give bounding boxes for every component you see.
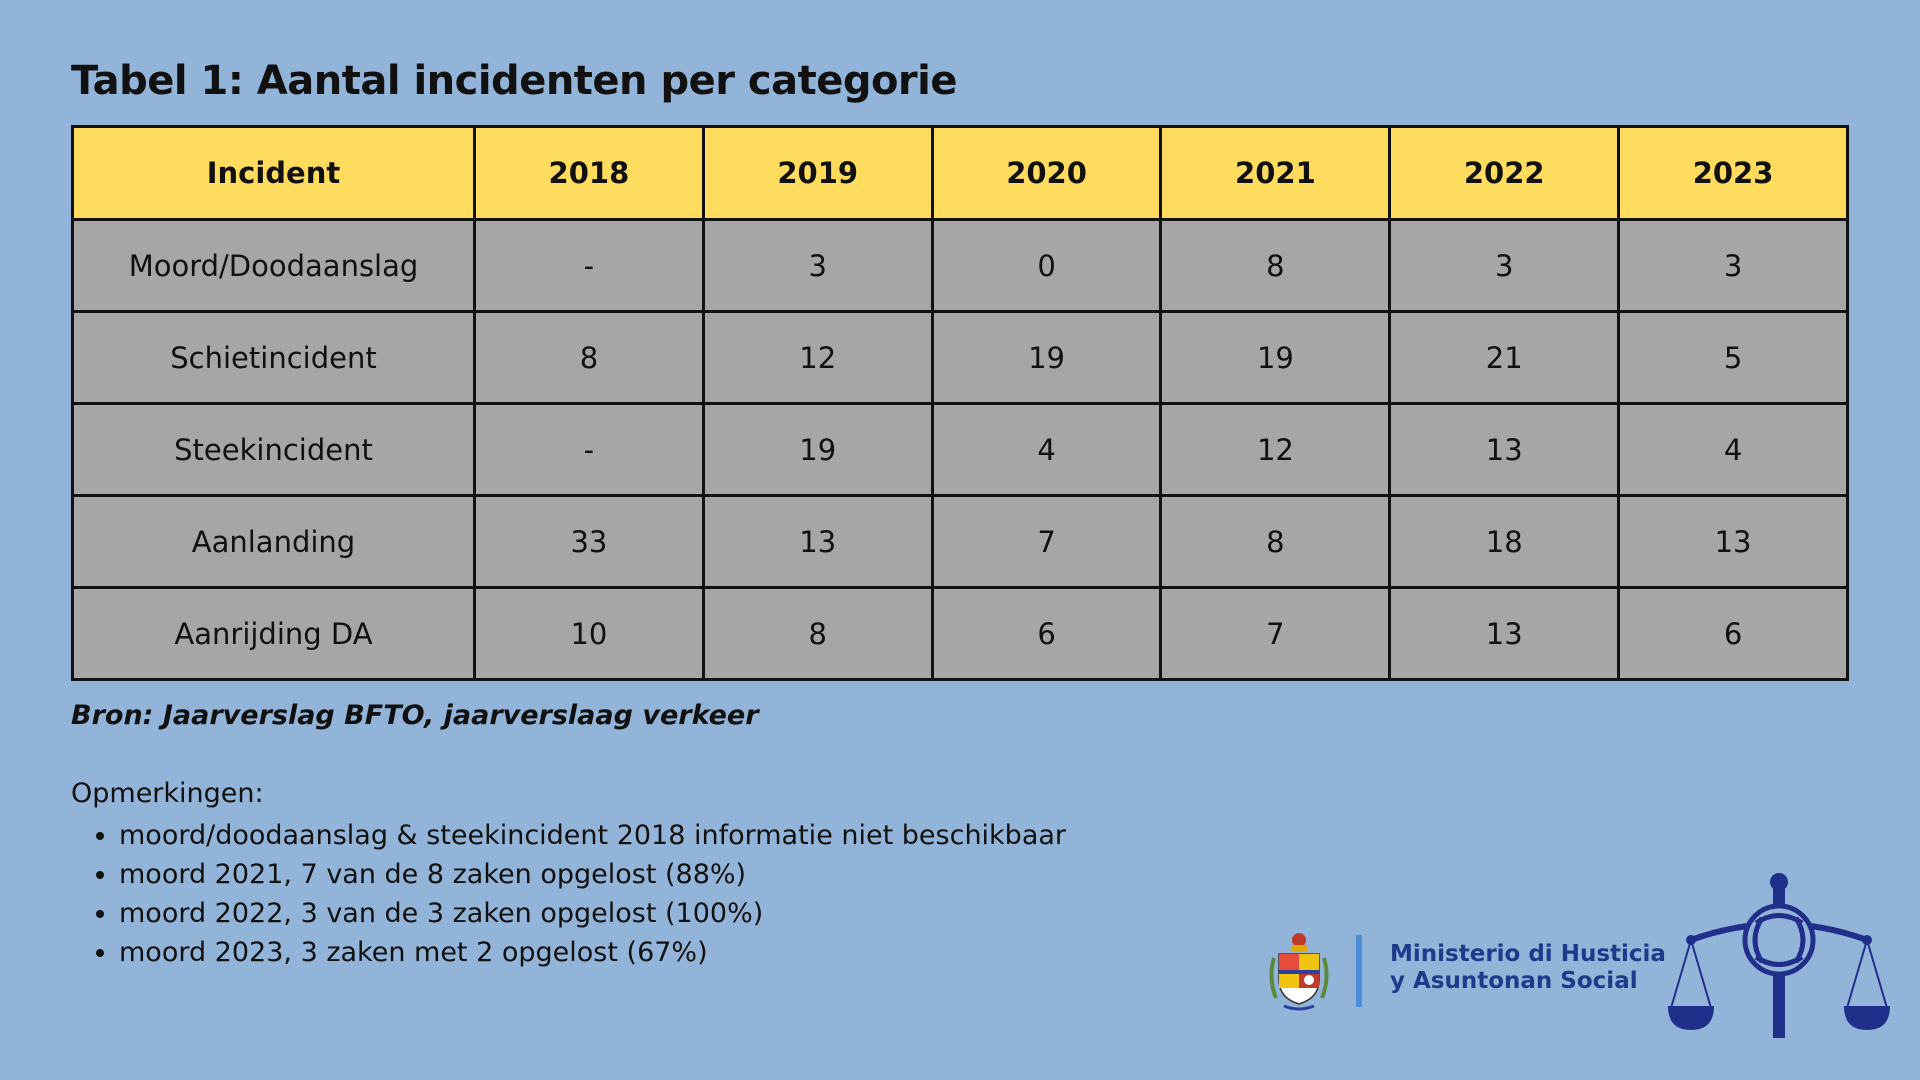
column-header: 2018 — [473, 125, 705, 221]
incidents-table: Incident 2018 2019 2020 2021 2022 2023 M… — [71, 125, 1849, 681]
table-cell: 6 — [930, 586, 1163, 681]
column-header: 2021 — [1159, 125, 1392, 221]
table-cell: 13 — [1617, 494, 1849, 589]
table-cell: 7 — [1159, 586, 1392, 681]
page-title: Tabel 1: Aantal incidenten per categorie — [71, 58, 958, 104]
table-cell: Aanlanding — [71, 494, 476, 589]
table-row: Aanrijding DA 10 8 6 7 13 6 — [71, 586, 1849, 681]
table-cell: 13 — [1388, 402, 1621, 497]
notes-label: Opmerkingen: — [71, 778, 264, 809]
table-row: Schietincident 8 12 19 19 21 5 — [71, 310, 1849, 405]
table-cell: 18 — [1388, 494, 1621, 589]
table-cell: 6 — [1617, 586, 1849, 681]
table-row: Steekincident - 19 4 12 13 4 — [71, 402, 1849, 497]
table-cell: 8 — [1159, 494, 1392, 589]
table-cell: 0 — [930, 218, 1163, 313]
source-note: Bron: Jaarverslag BFTO, jaarverslaag ver… — [71, 700, 759, 731]
column-header: 2022 — [1388, 125, 1621, 221]
table-cell: 3 — [1617, 218, 1849, 313]
table-cell: 4 — [930, 402, 1163, 497]
table-cell: 19 — [930, 310, 1163, 405]
table-cell: 3 — [701, 218, 934, 313]
logo-divider — [1356, 935, 1362, 1007]
column-header: 2019 — [701, 125, 934, 221]
table-cell: 19 — [1159, 310, 1392, 405]
list-item: moord 2022, 3 van de 3 zaken opgelost (1… — [119, 894, 1066, 933]
table-cell: 13 — [701, 494, 934, 589]
column-header: 2023 — [1617, 125, 1849, 221]
table-header-row: Incident 2018 2019 2020 2021 2022 2023 — [71, 125, 1849, 221]
list-item: moord 2023, 3 zaken met 2 opgelost (67%) — [119, 933, 1066, 972]
table-cell: 12 — [701, 310, 934, 405]
ministry-name-line1: Ministerio di Husticia — [1390, 941, 1666, 967]
table-cell: 4 — [1617, 402, 1849, 497]
table-row: Aanlanding 33 13 7 8 18 13 — [71, 494, 1849, 589]
table-row: Moord/Doodaanslag - 3 0 8 3 3 — [71, 218, 1849, 313]
table-cell: 12 — [1159, 402, 1392, 497]
table-cell: 5 — [1617, 310, 1849, 405]
table-cell: Schietincident — [71, 310, 476, 405]
table-cell: 8 — [701, 586, 934, 681]
table-cell: 33 — [473, 494, 705, 589]
justice-scales-icon — [1668, 873, 1890, 1038]
list-item: moord/doodaanslag & steekincident 2018 i… — [119, 816, 1066, 855]
column-header: Incident — [71, 125, 476, 221]
table-cell: 19 — [701, 402, 934, 497]
list-item: moord 2021, 7 van de 8 zaken opgelost (8… — [119, 855, 1066, 894]
table-cell: 7 — [930, 494, 1163, 589]
table-cell: - — [473, 402, 705, 497]
table-cell: Steekincident — [71, 402, 476, 497]
table-cell: - — [473, 218, 705, 313]
table-cell: 8 — [1159, 218, 1392, 313]
coat-of-arms-icon — [1269, 933, 1329, 1011]
column-header: 2020 — [930, 125, 1163, 221]
table-cell: 13 — [1388, 586, 1621, 681]
notes-list: moord/doodaanslag & steekincident 2018 i… — [71, 816, 1066, 972]
table-cell: 8 — [473, 310, 705, 405]
table-cell: 21 — [1388, 310, 1621, 405]
table-cell: Moord/Doodaanslag — [71, 218, 476, 313]
table-cell: 10 — [473, 586, 705, 681]
ministry-name: Ministerio di Husticia y Asuntonan Socia… — [1390, 941, 1666, 995]
ministry-name-line2: y Asuntonan Social — [1390, 968, 1638, 994]
table-cell: Aanrijding DA — [71, 586, 476, 681]
table-cell: 3 — [1388, 218, 1621, 313]
